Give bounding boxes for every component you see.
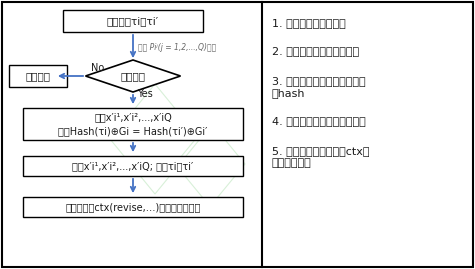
Text: 请求驳回: 请求驳回 — [26, 71, 50, 81]
Text: 易进入交易池: 易进入交易池 — [272, 158, 312, 168]
Bar — [23, 108, 243, 140]
Text: 块hash: 块hash — [272, 88, 305, 98]
Polygon shape — [86, 60, 180, 92]
Text: 更新x′i¹,x′i²,...,x′iQ; 修改τi为τi′: 更新x′i¹,x′i²,...,x′iQ; 修改τi为τi′ — [72, 161, 194, 171]
Text: 3. 审核通过，计算新的交易子: 3. 审核通过，计算新的交易子 — [272, 76, 366, 86]
Text: 2. 排名靠前的矿工审核请求: 2. 排名靠前的矿工审核请求 — [272, 46, 359, 56]
Text: 1. 向全网发送修改请求: 1. 向全网发送修改请求 — [272, 18, 346, 28]
Bar — [23, 156, 243, 176]
Text: 5. 将本次修改过程信息ctx交: 5. 将本次修改过程信息ctx交 — [272, 146, 370, 156]
Text: 请求合法: 请求合法 — [121, 71, 145, 81]
Text: 4. 通过公式计算出新的随机数: 4. 通过公式计算出新的随机数 — [272, 116, 366, 126]
Bar — [9, 65, 67, 87]
Bar — [23, 197, 243, 217]
Text: 请求修改τi为τi′: 请求修改τi为τi′ — [107, 16, 159, 26]
Bar — [63, 10, 203, 32]
Text: 使得Hash(τi)⊕Gi = Hash(τi′)⊕Gi′: 使得Hash(τi)⊕Gi = Hash(τi′)⊕Gi′ — [58, 126, 208, 136]
Text: Yes: Yes — [137, 89, 153, 99]
Text: 计算x′i¹,x′i²,...,x′iQ: 计算x′i¹,x′i²,...,x′iQ — [94, 112, 172, 122]
Text: 修改完成，ctx(revise,…)生成，全网验证: 修改完成，ctx(revise,…)生成，全网验证 — [65, 202, 200, 212]
Text: No: No — [91, 63, 104, 73]
Text: 矿工 Piʲ(j = 1,2,...,Q)验证: 矿工 Piʲ(j = 1,2,...,Q)验证 — [138, 43, 216, 51]
